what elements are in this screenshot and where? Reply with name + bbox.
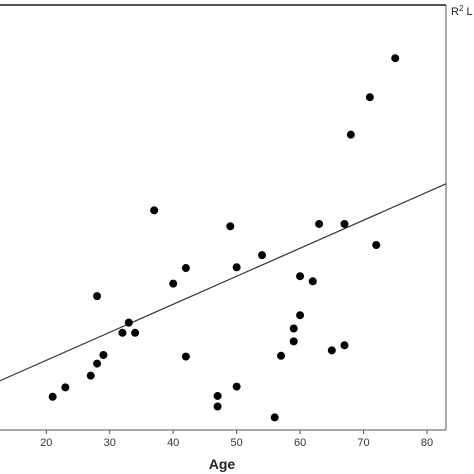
x-axis-tick-labels: 20 30 40 50 60 70 80 <box>40 437 433 449</box>
data-point <box>232 263 241 272</box>
x-tick-label: 50 <box>231 437 243 449</box>
data-point <box>150 206 159 215</box>
data-point <box>124 318 133 327</box>
data-point <box>258 251 267 260</box>
data-point <box>346 130 355 139</box>
data-point <box>226 222 235 231</box>
data-point <box>308 277 317 286</box>
data-point <box>61 383 70 392</box>
data-point <box>289 337 298 346</box>
data-point <box>340 219 349 228</box>
data-point <box>365 93 374 102</box>
data-point <box>181 352 190 361</box>
data-point <box>131 328 140 337</box>
x-tick-label: 70 <box>357 437 369 449</box>
data-point <box>213 391 222 400</box>
data-point <box>169 279 178 288</box>
legend-superscript: 2 <box>459 4 464 13</box>
data-point <box>86 371 95 380</box>
data-point <box>270 413 279 422</box>
x-tick-label: 20 <box>40 437 52 449</box>
data-point <box>232 382 241 391</box>
data-point <box>372 241 381 250</box>
data-point <box>296 311 305 320</box>
data-point <box>277 351 286 360</box>
x-tick-label: 30 <box>104 437 116 449</box>
data-point <box>391 54 400 63</box>
legend-suffix: L <box>463 6 472 18</box>
data-point <box>99 351 108 360</box>
x-axis-ticks <box>45 430 428 434</box>
data-point <box>181 264 190 273</box>
fit-line <box>0 183 447 382</box>
data-point <box>289 324 298 333</box>
x-tick-label: 40 <box>167 437 179 449</box>
data-point <box>48 392 57 401</box>
data-point <box>213 402 222 411</box>
legend-r: R <box>451 6 459 18</box>
data-point <box>340 341 349 350</box>
x-tick-label: 60 <box>294 437 306 449</box>
data-point <box>118 328 127 337</box>
x-tick-label: 80 <box>421 437 433 449</box>
data-point <box>93 359 102 368</box>
data-points <box>48 54 400 422</box>
data-point <box>296 272 305 281</box>
legend-label: R2 L <box>451 4 473 18</box>
data-point <box>93 292 102 301</box>
x-axis-title: Age <box>209 456 236 472</box>
data-point <box>315 219 324 228</box>
data-point <box>327 346 336 355</box>
